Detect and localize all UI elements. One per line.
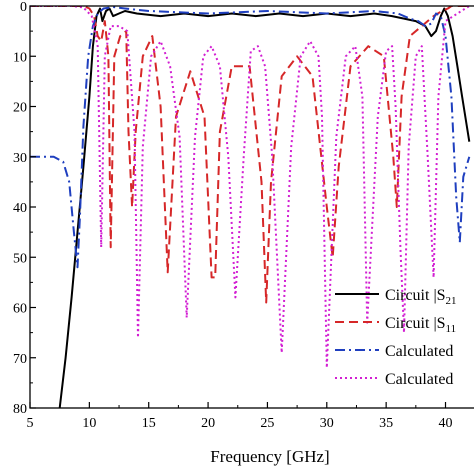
series-layer — [30, 6, 471, 408]
y-tick-label: 40 — [13, 201, 27, 216]
x-tick-label: 35 — [379, 416, 393, 431]
y-tick-label: 50 — [13, 251, 27, 266]
x-tick-label: 40 — [439, 416, 453, 431]
y-tick-label: 0 — [20, 0, 27, 15]
x-tick-label: 20 — [201, 416, 215, 431]
x-axis: 5 10 15 20 25 30 35 40 — [27, 402, 453, 431]
y-axis: 0 10 20 30 40 50 60 70 80 — [13, 0, 36, 417]
legend: Circuit |S21 Circuit |S11 Calculated Calcul… — [335, 287, 457, 388]
y-tick-label: 60 — [13, 302, 27, 317]
series-line-1 — [30, 6, 470, 304]
y-tick-label: 80 — [13, 402, 27, 417]
x-tick-label: 25 — [260, 416, 274, 431]
legend-label-3: Calculated — [385, 371, 453, 388]
y-tick-label: 30 — [13, 151, 27, 166]
legend-label-0: Circuit |S21 — [385, 287, 457, 307]
x-tick-label: 15 — [142, 416, 156, 431]
y-tick-label: 70 — [13, 352, 27, 367]
series-line-3 — [30, 6, 470, 369]
y-tick-label: 20 — [13, 101, 27, 116]
x-tick-label: 30 — [320, 416, 334, 431]
x-axis-title: Frequency [GHz] — [210, 447, 329, 466]
x-tick-label: 10 — [82, 416, 96, 431]
series-line-2 — [30, 6, 471, 269]
legend-label-2: Calculated — [385, 343, 453, 360]
y-tick-label: 10 — [13, 50, 27, 65]
x-tick-label: 5 — [27, 416, 34, 431]
legend-label-1: Circuit |S11 — [385, 315, 456, 335]
